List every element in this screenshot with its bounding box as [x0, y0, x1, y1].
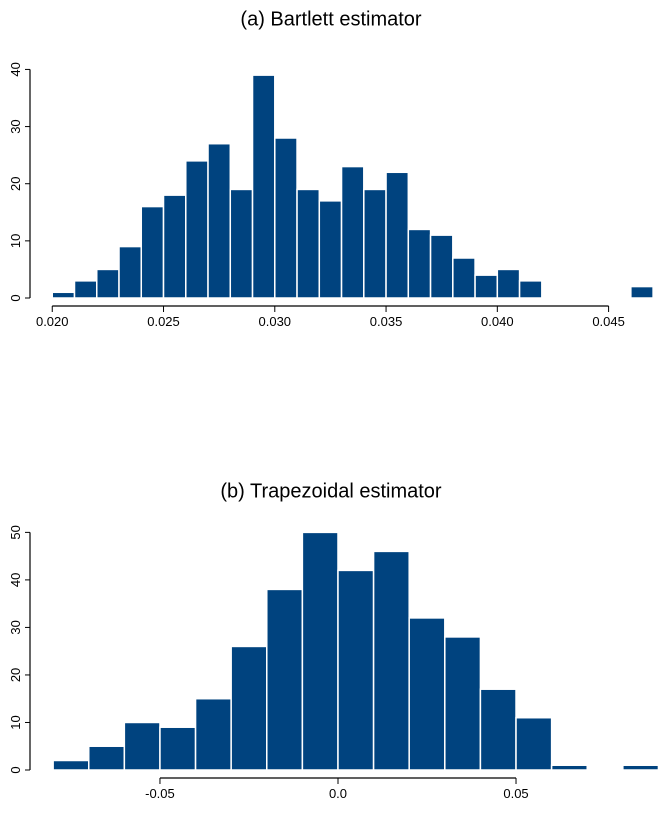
bar	[229, 188, 254, 299]
x-tick-label: -0.05	[145, 786, 175, 801]
bar	[518, 280, 543, 299]
bar	[251, 74, 276, 299]
bar	[550, 764, 588, 771]
x-tick-label: 0.040	[481, 314, 514, 329]
bar	[194, 697, 232, 771]
bar	[52, 759, 90, 771]
x-tick-label: 0.035	[370, 314, 403, 329]
y-tick-label: 30	[8, 119, 23, 133]
bar	[118, 245, 143, 299]
y-tick-label: 20	[8, 668, 23, 682]
bar	[474, 274, 499, 299]
bar	[372, 550, 410, 771]
bar	[185, 160, 209, 299]
bar	[363, 188, 387, 299]
bar	[337, 569, 375, 771]
y-tick-label: 40	[8, 62, 23, 76]
bar	[87, 745, 126, 771]
bar	[296, 188, 321, 299]
bar	[444, 636, 482, 771]
bar	[123, 721, 161, 771]
x-tick-label: 0.0	[329, 786, 347, 801]
chart-title: (a) Bartlett estimator	[240, 8, 422, 30]
bar	[318, 200, 343, 299]
y-tick-label: 10	[8, 234, 23, 248]
y-tick-label: 30	[8, 620, 23, 634]
y-tick-label: 10	[8, 715, 23, 729]
bar	[230, 645, 268, 771]
bar	[479, 688, 517, 771]
bar	[274, 137, 298, 299]
y-tick-label: 20	[8, 176, 23, 190]
bar	[496, 268, 521, 299]
bar	[162, 194, 187, 299]
bar	[96, 268, 120, 299]
bar	[266, 588, 304, 771]
bar	[207, 142, 232, 299]
bar	[630, 285, 654, 299]
x-tick-label: 0.05	[503, 786, 528, 801]
x-tick-label: 0.045	[592, 314, 625, 329]
bar	[301, 531, 339, 771]
bar	[452, 257, 476, 299]
x-tick-label: 0.025	[147, 314, 180, 329]
bar	[408, 617, 446, 771]
bar	[385, 171, 410, 299]
x-tick-label: 0.020	[36, 314, 69, 329]
bar	[51, 291, 76, 299]
bar	[622, 764, 660, 771]
y-tick-label: 0	[8, 294, 23, 301]
bar	[140, 205, 165, 299]
bar	[340, 165, 365, 299]
bar	[407, 228, 432, 299]
y-tick-label: 50	[8, 525, 23, 539]
y-tick-label: 40	[8, 573, 23, 587]
y-tick-label: 0	[8, 766, 23, 773]
bar	[73, 280, 98, 299]
bar	[429, 234, 454, 299]
chart-title: (b) Trapezoidal estimator	[220, 480, 442, 502]
bar	[515, 716, 553, 771]
x-tick-label: 0.030	[259, 314, 292, 329]
bar	[159, 726, 197, 771]
